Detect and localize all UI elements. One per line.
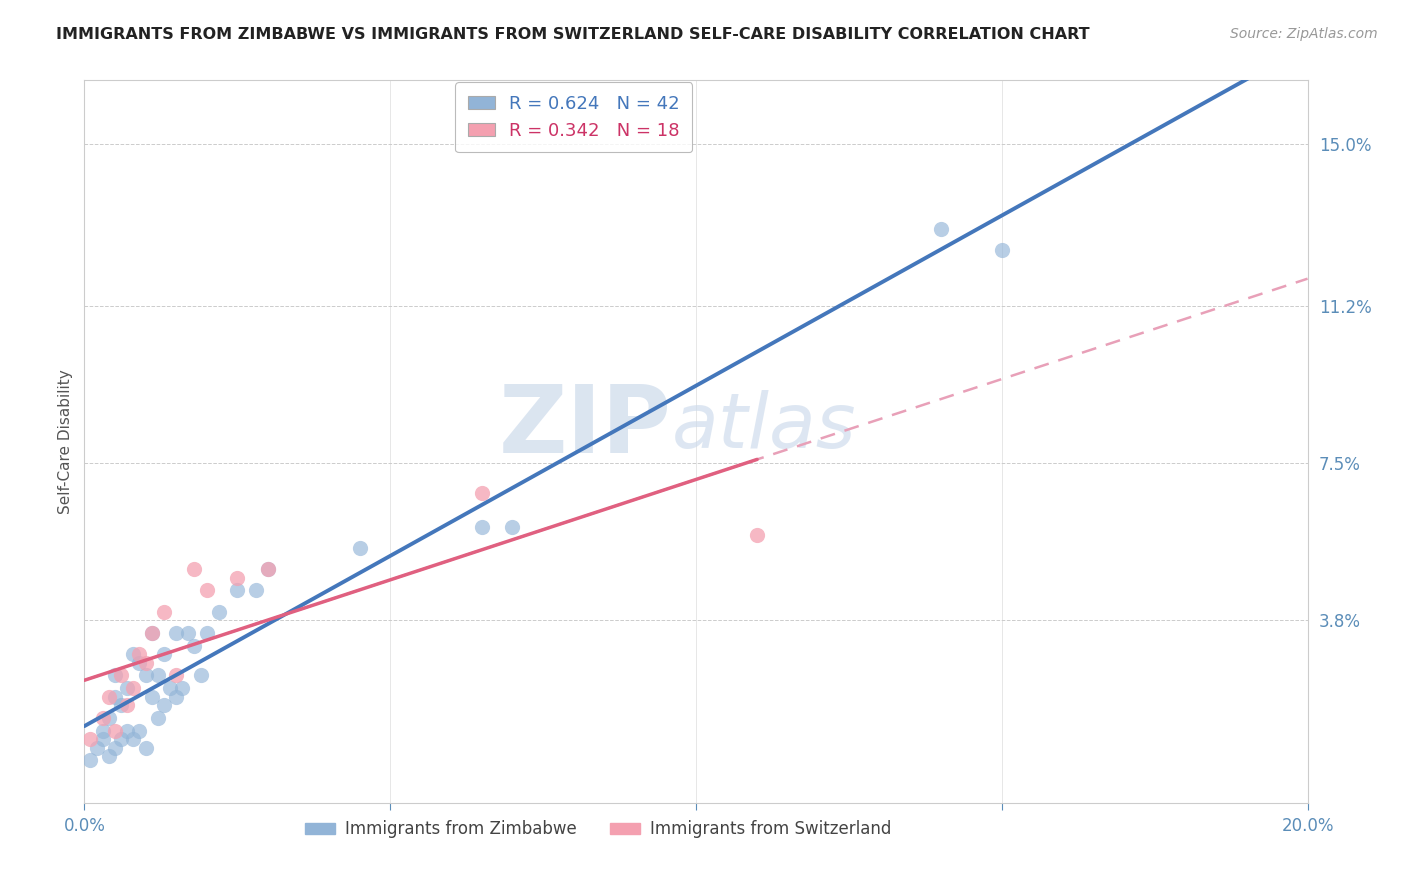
Point: [91, 732, 114, 747]
Point: [104, 668, 127, 682]
Point: [122, 732, 145, 747]
Point: [177, 625, 200, 640]
Point: [195, 625, 218, 640]
Point: [226, 583, 249, 598]
Point: [110, 668, 132, 682]
Point: [165, 668, 187, 682]
Point: [128, 647, 150, 661]
Point: [91, 711, 114, 725]
Y-axis label: Self-Care Disability: Self-Care Disability: [58, 369, 73, 514]
Point: [104, 690, 127, 704]
Point: [245, 583, 267, 598]
Legend: Immigrants from Zimbabwe, Immigrants from Switzerland: Immigrants from Zimbabwe, Immigrants fro…: [298, 814, 898, 845]
Point: [135, 740, 157, 755]
Point: [195, 583, 218, 598]
Point: [128, 656, 150, 670]
Point: [79, 753, 101, 767]
Point: [929, 222, 952, 236]
Text: Source: ZipAtlas.com: Source: ZipAtlas.com: [1230, 27, 1378, 41]
Point: [747, 528, 769, 542]
Point: [128, 723, 150, 738]
Point: [141, 625, 163, 640]
Point: [257, 562, 280, 576]
Point: [226, 570, 249, 584]
Point: [110, 698, 132, 712]
Text: atlas: atlas: [672, 390, 856, 464]
Text: IMMIGRANTS FROM ZIMBABWE VS IMMIGRANTS FROM SWITZERLAND SELF-CARE DISABILITY COR: IMMIGRANTS FROM ZIMBABWE VS IMMIGRANTS F…: [56, 27, 1090, 42]
Point: [471, 485, 494, 500]
Point: [153, 605, 176, 619]
Point: [115, 723, 138, 738]
Point: [165, 625, 187, 640]
Point: [257, 562, 280, 576]
Point: [141, 690, 163, 704]
Point: [172, 681, 194, 695]
Point: [165, 690, 187, 704]
Point: [110, 732, 132, 747]
Point: [159, 681, 181, 695]
Point: [135, 656, 157, 670]
Point: [141, 625, 163, 640]
Point: [153, 698, 176, 712]
Point: [104, 723, 127, 738]
Text: ZIP: ZIP: [499, 381, 672, 473]
Point: [146, 711, 169, 725]
Point: [104, 740, 127, 755]
Point: [190, 668, 212, 682]
Point: [349, 541, 371, 555]
Point: [86, 740, 108, 755]
Point: [122, 681, 145, 695]
Point: [91, 723, 114, 738]
Point: [502, 519, 524, 533]
Point: [97, 749, 120, 764]
Point: [183, 562, 205, 576]
Point: [115, 681, 138, 695]
Point: [146, 668, 169, 682]
Point: [97, 711, 120, 725]
Point: [991, 244, 1014, 258]
Point: [183, 639, 205, 653]
Point: [208, 605, 231, 619]
Point: [135, 668, 157, 682]
Point: [115, 698, 138, 712]
Point: [471, 519, 494, 533]
Point: [153, 647, 176, 661]
Point: [79, 732, 101, 747]
Point: [122, 647, 145, 661]
Point: [97, 690, 120, 704]
